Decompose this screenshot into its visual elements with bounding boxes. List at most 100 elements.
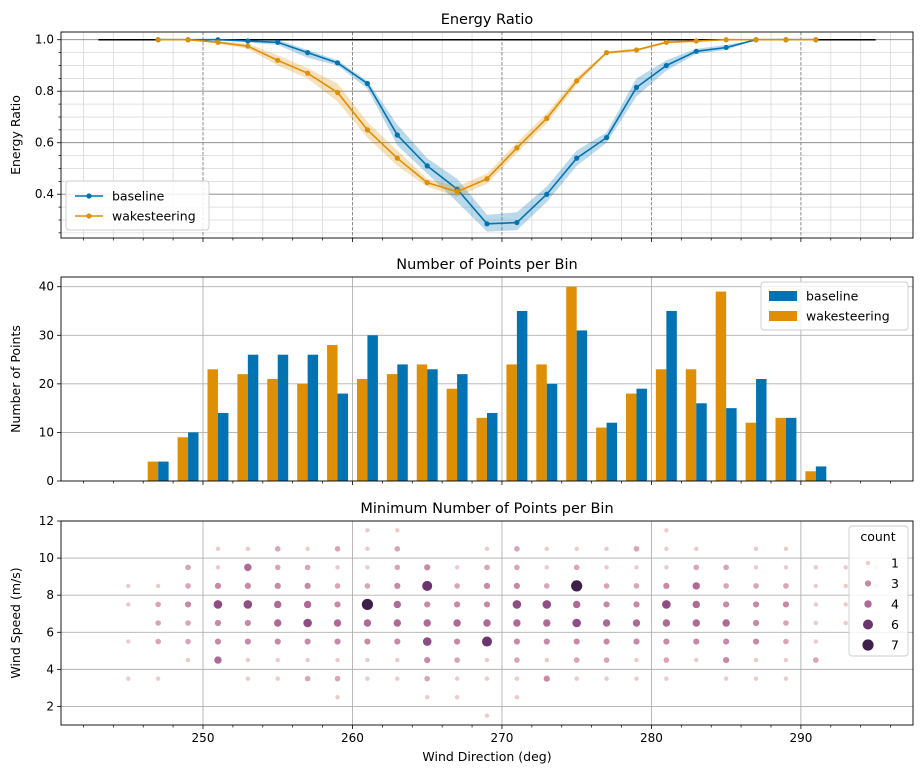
- scatter-point: [214, 619, 222, 627]
- series-line-baseline: [158, 38, 816, 225]
- y-tick-label: 10: [39, 425, 54, 439]
- bar-baseline: [666, 311, 677, 481]
- scatter-point: [243, 600, 253, 609]
- scatter-point: [483, 619, 491, 627]
- scatter-point: [395, 676, 400, 681]
- scatter-point: [843, 620, 848, 626]
- data-point-wakesteering: [424, 180, 430, 186]
- scatter-point: [275, 657, 280, 663]
- bar-wakesteering: [476, 417, 487, 481]
- scatter-point: [813, 583, 819, 589]
- scatter-point: [723, 564, 729, 571]
- data-point-baseline: [394, 132, 400, 138]
- data-point-wakesteering: [514, 145, 520, 151]
- scatter-point: [604, 565, 609, 570]
- data-point-wakesteering: [753, 37, 759, 43]
- bar-baseline: [337, 393, 348, 481]
- x-axis-label: Wind Direction (deg): [422, 749, 551, 764]
- scatter-point: [126, 676, 131, 681]
- data-point-wakesteering: [693, 38, 699, 44]
- scatter-point: [783, 620, 789, 626]
- bar-wakesteering: [356, 379, 368, 481]
- scatter-point: [245, 676, 251, 681]
- scatter-point: [692, 582, 700, 590]
- scatter-point: [633, 638, 640, 645]
- scatter-point: [126, 639, 131, 644]
- scatter-point: [603, 657, 610, 663]
- scatter-point: [753, 676, 759, 681]
- scatter-point: [633, 583, 640, 589]
- scatter-point: [783, 583, 789, 589]
- y-tick-label: 2: [46, 699, 54, 713]
- data-point-baseline: [603, 134, 610, 141]
- bar-baseline: [546, 383, 558, 481]
- scatter-point: [694, 657, 699, 663]
- scatter-point: [572, 600, 581, 609]
- scatter-point: [454, 583, 460, 589]
- bar-baseline: [367, 335, 378, 481]
- bar-wakesteering: [446, 388, 458, 481]
- scatter-point: [752, 638, 760, 645]
- scatter-point: [692, 600, 700, 609]
- legend-box: [760, 281, 909, 331]
- bar-wakesteering: [177, 437, 189, 481]
- scatter-point: [155, 638, 161, 645]
- chart-title: Energy Ratio: [441, 12, 534, 28]
- bar-wakesteering: [237, 374, 248, 481]
- scatter-point: [693, 638, 700, 645]
- bar-baseline: [756, 379, 767, 481]
- bar-baseline: [247, 354, 259, 481]
- scatter-point: [303, 600, 312, 609]
- scatter-point: [633, 546, 640, 552]
- bar-baseline: [606, 422, 618, 481]
- scatter-point: [634, 676, 639, 681]
- scatter-point: [274, 546, 281, 552]
- y-tick-label: 12: [39, 514, 54, 528]
- data-point-wakesteering: [603, 50, 610, 56]
- scatter-point: [424, 656, 431, 664]
- data-point-wakesteering: [723, 37, 729, 43]
- legend-label-wakesteering: wakesteering: [806, 309, 890, 324]
- min-points-scatter-chart: 250 260 270 280 290 2 4 6 8 10 12 Minimum Number of…: [8, 501, 914, 764]
- scatter-point: [722, 619, 730, 627]
- scatter-point: [484, 657, 490, 663]
- scatter-point: [604, 546, 609, 552]
- chart-title: Minimum Number of Points per Bin: [360, 501, 613, 517]
- legend: baseline wakesteering: [65, 180, 210, 231]
- scatter-point: [425, 694, 430, 700]
- scatter-point: [334, 638, 341, 645]
- scatter-point: [634, 657, 639, 663]
- x-tick-label: 250: [192, 731, 215, 745]
- data-point-wakesteering: [633, 47, 640, 53]
- scatter-point: [454, 638, 461, 645]
- data-point-wakesteering: [394, 155, 400, 161]
- legend-label: 4: [891, 597, 899, 612]
- scatter-point: [394, 564, 401, 571]
- bar-wakesteering: [745, 422, 757, 481]
- legend-swatch-baseline: [769, 291, 797, 301]
- scatter-point: [664, 565, 669, 570]
- scatter-point: [274, 564, 281, 571]
- scatter-point: [155, 583, 161, 589]
- scatter-point: [454, 694, 460, 700]
- scatter-point: [395, 528, 400, 533]
- scatter-point: [185, 657, 191, 663]
- scatter-point: [395, 657, 400, 663]
- x-tick-label: 290: [789, 731, 812, 745]
- scatter-point: [813, 657, 819, 663]
- y-tick-label: 0.4: [35, 187, 54, 201]
- scatter-point: [274, 638, 281, 645]
- data-point-baseline: [633, 84, 640, 90]
- scatter-point: [573, 638, 580, 645]
- bar-wakesteering: [775, 417, 786, 481]
- scatter-point: [542, 600, 552, 609]
- data-point-wakesteering: [454, 189, 460, 195]
- scatter-point: [304, 564, 311, 571]
- scatter-point: [543, 583, 550, 589]
- scatter-point: [394, 582, 401, 590]
- scatter-point: [393, 600, 402, 609]
- bar-wakesteering: [416, 364, 428, 481]
- data-point-baseline: [693, 48, 699, 54]
- scatter-point: [574, 546, 579, 552]
- bar-baseline: [487, 413, 498, 481]
